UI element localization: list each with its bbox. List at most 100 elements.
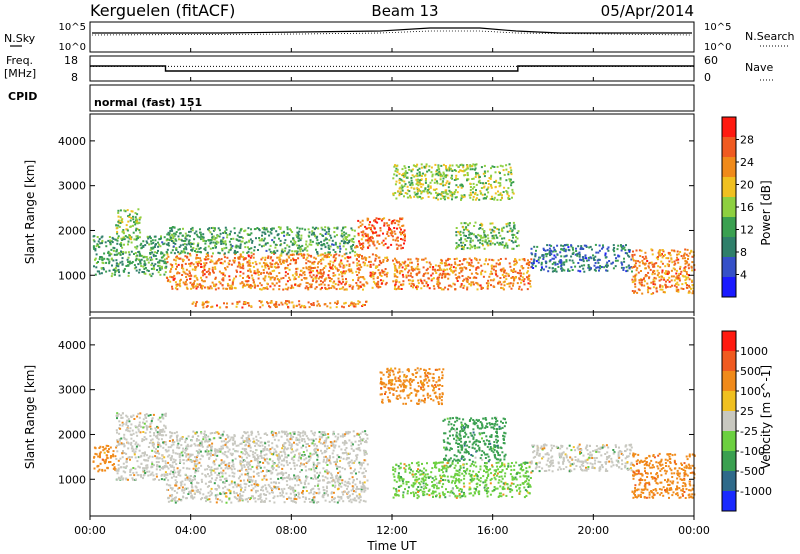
power-colorbar-swatch: [722, 257, 736, 277]
power-echo-cell: [329, 302, 332, 305]
power-echo-cell: [498, 243, 501, 246]
power-echo-cell: [247, 283, 250, 286]
power-echo-cell: [420, 280, 423, 283]
power-echo-cell: [403, 229, 406, 232]
power-echo-cell: [447, 288, 450, 291]
power-echo-cell: [217, 259, 220, 262]
power-echo-cell: [620, 244, 623, 247]
power-echo-cell: [445, 176, 447, 178]
velocity-echo-cell: [232, 486, 235, 489]
power-echo-cell: [303, 305, 306, 307]
velocity-echo-cell: [101, 458, 104, 461]
power-echo-cell: [319, 288, 322, 291]
power-echo-cell: [570, 266, 573, 269]
power-echo-cell: [463, 222, 466, 225]
power-echo-cell: [295, 267, 298, 270]
power-echo-cell: [167, 243, 169, 246]
power-echo-cell: [348, 239, 351, 242]
power-echo-cell: [309, 260, 312, 263]
velocity-echo-cell: [140, 425, 143, 428]
power-echo-cell: [182, 240, 185, 242]
power-echo-cell: [185, 238, 188, 241]
power-echo-cell: [684, 275, 687, 278]
power-echo-cell: [420, 166, 423, 169]
power-echo-cell: [394, 257, 396, 260]
power-echo-cell: [648, 261, 651, 264]
power-echo-cell: [386, 260, 389, 262]
power-echo-cell: [189, 265, 192, 268]
power-echo-cell: [183, 242, 186, 245]
power-echo-cell: [324, 287, 327, 290]
power-echo-cell: [675, 290, 678, 293]
power-echo-cell: [339, 250, 341, 253]
power-echo-cell: [643, 280, 646, 283]
power-echo-cell: [292, 306, 295, 309]
velocity-echo-cell: [119, 466, 122, 469]
power-echo-cell: [407, 258, 410, 261]
power-echo-cell: [195, 254, 198, 256]
power-echo-cell: [474, 221, 477, 224]
velocity-echo-cell: [342, 457, 345, 460]
velocity-echo-cell: [146, 466, 149, 469]
power-echo-cell: [271, 263, 274, 266]
power-echo-cell: [343, 266, 346, 269]
velocity-echo-cell: [331, 496, 334, 499]
power-echo-cell: [477, 174, 480, 177]
power-echo-cell: [302, 306, 305, 309]
power-echo-cell: [335, 253, 338, 256]
power-echo-cell: [459, 285, 462, 288]
power-echo-cell: [336, 234, 338, 237]
power-echo-cell: [239, 229, 242, 232]
velocity-echo-cell: [155, 451, 158, 454]
power-echo-cell: [329, 280, 332, 283]
power-echo-cell: [375, 285, 378, 288]
power-echo-cell: [432, 277, 435, 280]
power-echo-cell: [686, 273, 688, 275]
power-echo-cell: [287, 264, 290, 267]
velocity-echo-cell: [120, 475, 123, 478]
velocity-echo-cell: [315, 438, 318, 441]
power-echo-cell: [177, 263, 180, 266]
power-echo-cell: [566, 243, 569, 246]
power-echo-cell: [455, 196, 458, 199]
power-echo-cell: [191, 243, 193, 245]
power-echo-cell: [138, 221, 141, 224]
power-echo-cell: [247, 285, 250, 288]
power-echo-cell: [200, 235, 203, 238]
power-echo-cell: [137, 251, 140, 253]
power-echo-cell: [467, 178, 470, 181]
power-colorbar-tick-label: 12: [740, 224, 754, 237]
velocity-echo-cell: [160, 474, 163, 477]
power-echo-cell: [483, 233, 486, 236]
velocity-echo-cell: [161, 430, 164, 433]
velocity-echo-cell: [231, 460, 234, 463]
power-echo-cell: [345, 270, 348, 273]
velocity-echo-cell: [158, 457, 161, 460]
power-echo-cell: [136, 228, 139, 231]
power-echo-cell: [679, 267, 681, 270]
power-echo-cell: [490, 167, 492, 170]
power-echo-cell: [383, 273, 386, 276]
velocity-echo-cell: [162, 441, 165, 444]
power-echo-cell: [434, 173, 437, 176]
power-echo-cell: [208, 273, 211, 276]
power-echo-cell: [415, 165, 418, 168]
velocity-echo-cell: [155, 435, 157, 438]
power-echo-cell: [299, 283, 302, 286]
power-echo-cell: [489, 198, 492, 200]
velocity-echo-cell: [170, 470, 173, 473]
power-echo-cell: [659, 266, 662, 269]
velocity-echo-cell: [156, 456, 159, 459]
power-echo-cell: [195, 230, 198, 233]
power-echo-cell: [400, 288, 403, 290]
power-echo-cell: [662, 277, 665, 280]
velocity-echo-cell: [104, 469, 107, 472]
velocity-echo-cell: [273, 451, 275, 454]
power-echo-cell: [259, 288, 261, 291]
power-echo-cell: [152, 253, 155, 256]
power-echo-cell: [521, 279, 524, 281]
power-echo-cell: [237, 264, 240, 266]
velocity-echo-cell: [142, 426, 145, 429]
power-echo-cell: [200, 284, 203, 287]
power-echo-cell: [480, 224, 483, 227]
